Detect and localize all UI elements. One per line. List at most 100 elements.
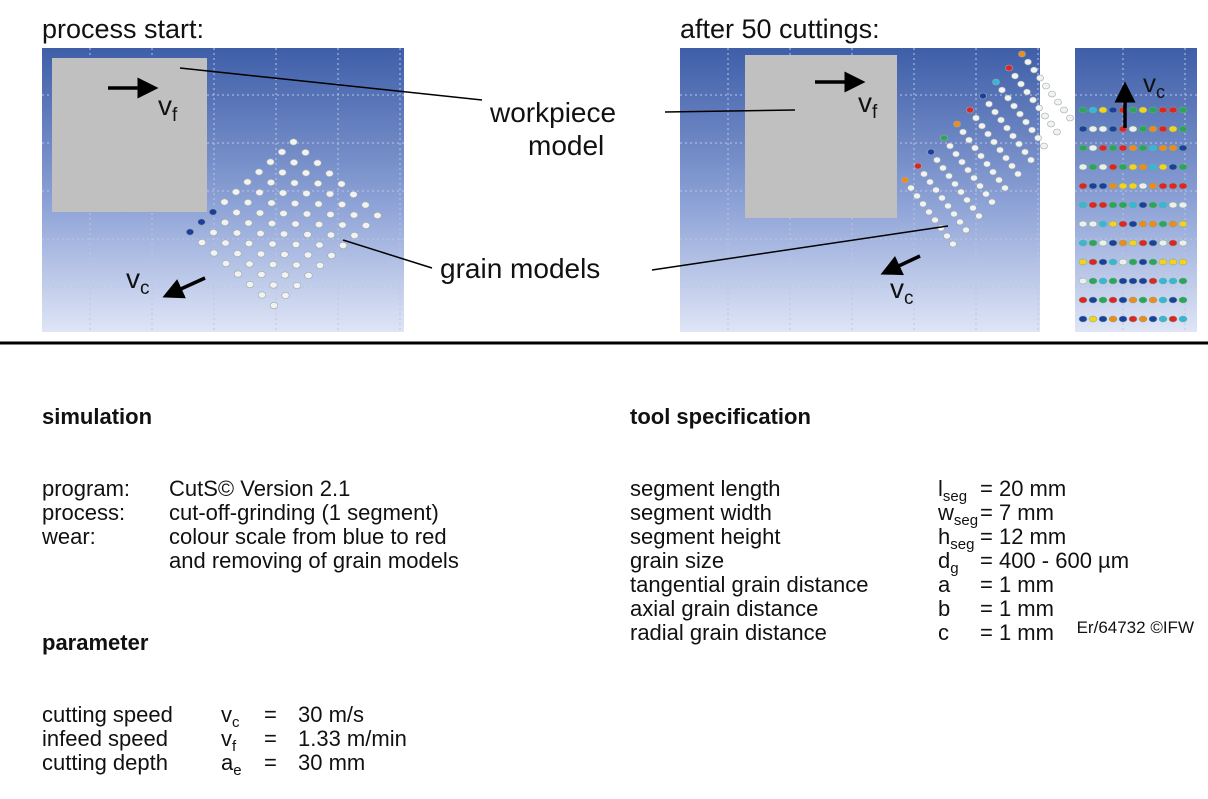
symbol: vf [221,727,236,751]
grain [210,250,218,256]
grain [186,229,194,235]
grain [1159,202,1167,208]
left-title: process start: [42,14,204,44]
grain [233,209,241,215]
symbol: v [858,87,872,118]
page: process start: after 50 cuttings: workpi… [0,0,1208,644]
grain [1169,221,1177,227]
grain [972,145,979,151]
grain [1079,278,1087,284]
grain [234,271,242,277]
grain [1025,59,1032,65]
grain [983,191,990,197]
grain [304,252,312,258]
grain [1119,240,1127,246]
grain [222,260,230,266]
grain [244,199,252,205]
grain [973,115,980,121]
grain [1119,278,1127,284]
grain [1149,202,1157,208]
equals: = [264,727,277,751]
grain [1149,221,1157,227]
grain [338,181,346,187]
grain [1169,183,1177,189]
grain [267,159,275,165]
grain [1079,297,1087,303]
grain [1119,316,1127,322]
value: 30 mm [298,751,365,775]
grain [976,213,983,219]
grain [291,180,299,186]
value: = 20 mm [980,477,1066,501]
grain [1179,202,1187,208]
grain [255,169,263,175]
grain [244,179,252,185]
grain [1179,164,1187,170]
row: wear:colour scale from blue to red [42,525,152,549]
grain [1004,125,1011,131]
symbol: v [1143,68,1156,98]
symbol: v [126,263,140,294]
grain [1022,149,1029,155]
grain [281,251,289,257]
name: segment width [630,501,772,525]
grain [268,220,276,226]
workpiece-label: workpiece [489,97,616,128]
grain [945,203,952,209]
grain [1169,202,1177,208]
grain [1099,297,1107,303]
grain [1089,183,1097,189]
value: cut-off-grinding (1 segment) [169,501,439,525]
symbol-letter: c [938,620,949,645]
grain [1179,316,1187,322]
grain [1159,221,1167,227]
grain [1139,278,1147,284]
grain [362,202,370,208]
grain [1169,240,1177,246]
grain [1043,83,1050,89]
symbol-letter: a [938,572,950,597]
value: = 400 - 600 µm [980,549,1129,573]
key: process: [42,501,125,525]
grain [1061,107,1068,113]
grain [1139,240,1147,246]
equals: = [264,703,277,727]
name: tangential grain distance [630,573,869,597]
grain [971,175,978,181]
grain [986,101,993,107]
grain [989,199,996,205]
grain [1109,278,1117,284]
symbol-letter: v [221,726,232,751]
symbol: lseg [938,477,967,501]
grain [1089,202,1097,208]
grain [1003,155,1010,161]
grain [1099,164,1107,170]
grain [292,221,300,227]
grain [1159,183,1167,189]
grain [1159,316,1167,322]
grain [374,212,382,218]
grain [1089,145,1097,151]
grain [1139,316,1147,322]
grain [245,220,253,226]
grain [302,170,310,176]
grain [1119,145,1127,151]
grain [258,292,266,298]
grain [1109,164,1117,170]
symbol: c [938,621,949,645]
grain [1169,164,1177,170]
equals: = [264,751,277,775]
grain [998,117,1005,123]
grain [1037,75,1044,81]
grain [316,242,324,248]
grain [1149,126,1157,132]
grain [1129,221,1137,227]
grain [1119,164,1127,170]
grain [1179,297,1187,303]
grain [1089,221,1097,227]
grain [927,179,934,185]
